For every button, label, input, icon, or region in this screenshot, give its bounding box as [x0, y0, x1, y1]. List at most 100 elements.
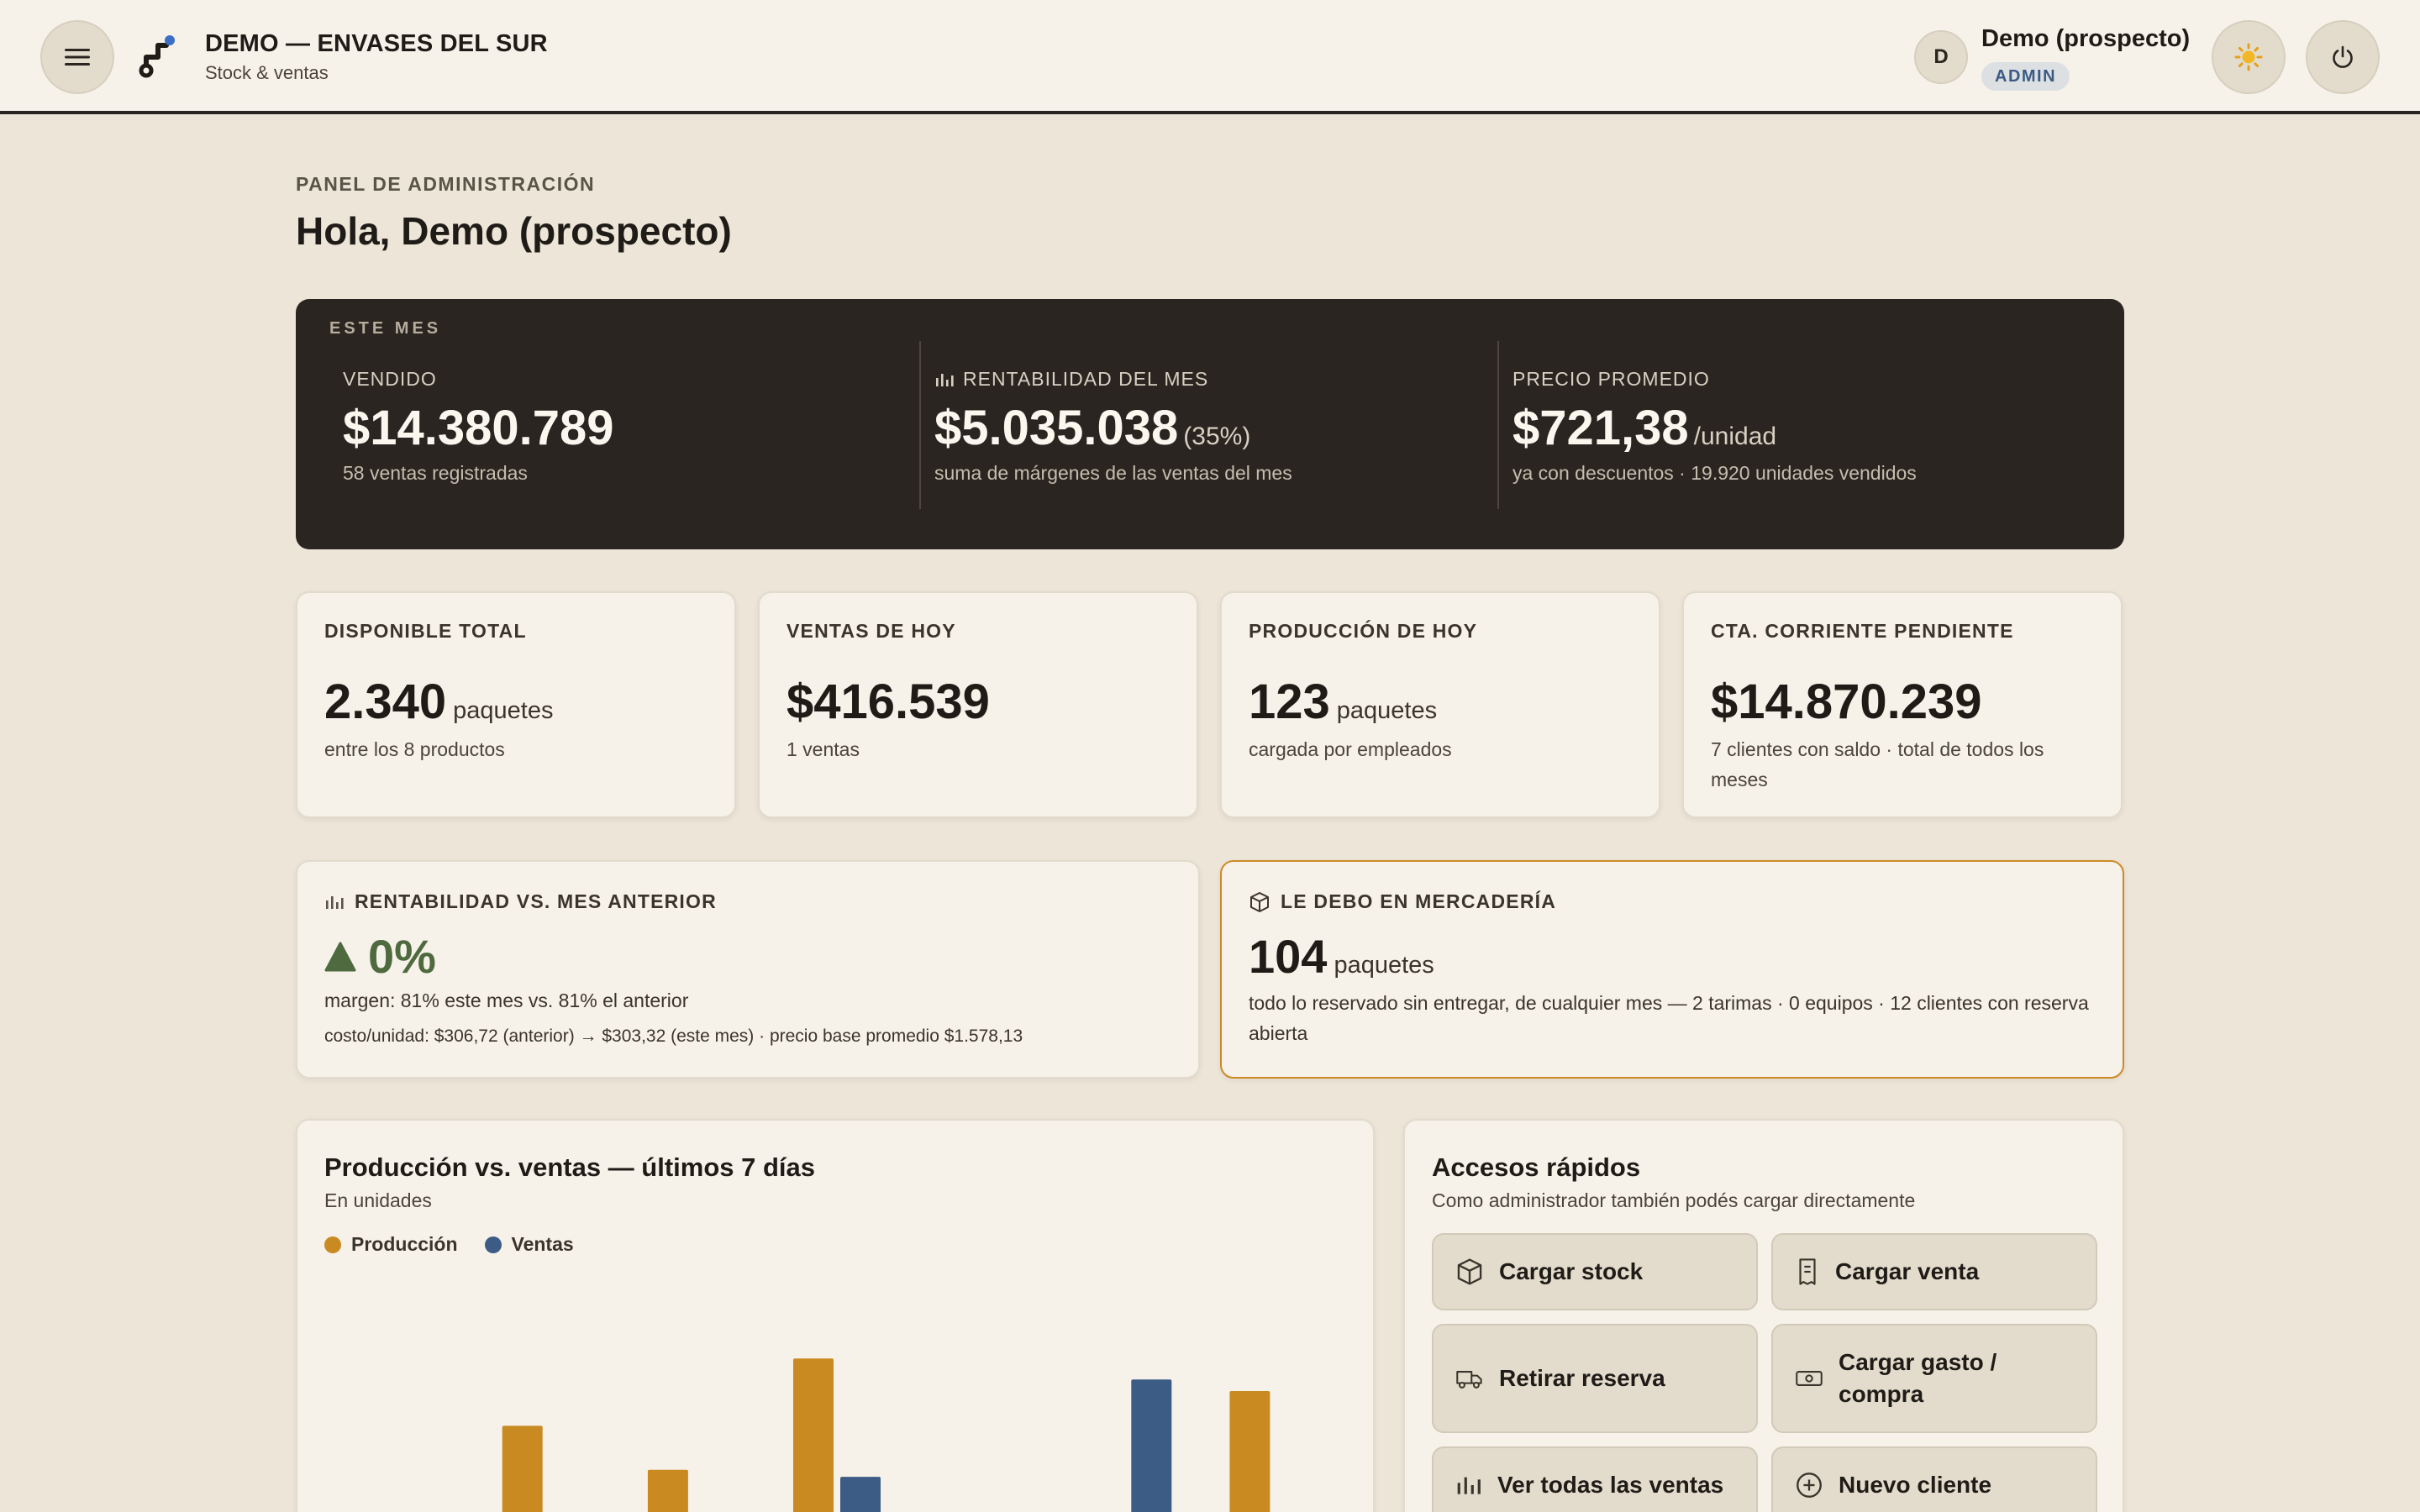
rentability-label: RENTABILIDAD VS. MES ANTERIOR [355, 890, 717, 912]
rentability-cost: costo/unidad: $306,72 (anterior) → $303,… [324, 1026, 1023, 1046]
kpi-sub: 7 clientes con saldo · total de todos lo… [1711, 738, 2044, 790]
button-label: Retirar reserva [1499, 1365, 1665, 1391]
legend-swatch [484, 1236, 502, 1253]
debt-sub: todo lo reservado sin entregar, de cualq… [1249, 992, 2089, 1044]
app-title: DEMO — ENVASES DEL SUR [205, 30, 548, 57]
menu-button[interactable] [40, 20, 114, 94]
sun-icon [2234, 43, 2263, 71]
button-label: Ver todas las ventas [1497, 1472, 1724, 1498]
kpi-label: PRODUCCIÓN DE HOY [1249, 620, 1478, 642]
chart-legend: Producción Ventas [324, 1233, 574, 1256]
divider [1497, 341, 1499, 509]
load-sale-button[interactable]: Cargar venta [1771, 1233, 2097, 1310]
truck-icon [1456, 1371, 1482, 1389]
button-label: Nuevo cliente [1839, 1472, 1992, 1498]
bar-chart-icon [326, 895, 344, 909]
withdraw-reservation-button[interactable]: Retirar reserva [1432, 1324, 1758, 1433]
plus-circle-icon [1797, 1473, 1822, 1498]
kpi-label: CTA. CORRIENTE PENDIENTE [1711, 620, 2014, 642]
month-avg-price-value: $721,38 [1512, 401, 1689, 455]
logo-icon [139, 35, 175, 78]
month-avg-price-stat: PRECIO PROMEDIO $721,38/unidad ya con de… [1512, 341, 2084, 509]
view-all-sales-button[interactable]: Ver todas las ventas [1432, 1446, 1758, 1512]
cash-icon [1796, 1371, 1823, 1386]
page-eyebrow: PANEL DE ADMINISTRACIÓN [296, 173, 596, 195]
bar-production-2[interactable] [647, 1469, 688, 1512]
legend-item-sales[interactable]: Ventas [484, 1233, 574, 1256]
page-title: Hola, Demo (prospecto) [296, 209, 732, 253]
legend-item-production[interactable]: Producción [324, 1233, 458, 1256]
month-profit-pct: (35%) [1183, 423, 1251, 450]
top-bar: DEMO — ENVASES DEL SUR Stock & ventas D … [0, 0, 2420, 114]
bar-sales-5[interactable] [1131, 1379, 1172, 1512]
month-avg-price-sub: ya con descuentos · 19.920 unidades vend… [1512, 462, 1917, 484]
box-icon [1250, 891, 1269, 912]
quick-access-card: Accesos rápidos Como administrador tambi… [1403, 1119, 2124, 1512]
kpi-card-pending-balance: CTA. CORRIENTE PENDIENTE $14.870.239 7 c… [1682, 591, 2123, 818]
chart-subtitle: En unidades [324, 1189, 432, 1211]
month-sold-label: VENDIDO [343, 368, 437, 390]
box-icon [1457, 1258, 1482, 1285]
month-profit-stat: RENTABILIDAD DEL MES $5.035.038 (35%) sum… [934, 341, 1472, 509]
avatar[interactable]: D [1914, 30, 1968, 84]
kpi-unit: paquetes [453, 697, 554, 724]
power-icon [2333, 45, 2353, 68]
bar-sales-3[interactable] [840, 1477, 881, 1512]
kpi-sub: 1 ventas [786, 738, 860, 760]
debt-value: 104 [1249, 930, 1328, 983]
kpi-value: $416.539 [786, 675, 990, 729]
logout-button[interactable] [2306, 20, 2380, 94]
merchandise-debt-card: LE DEBO EN MERCADERÍA 104 paquetes todo l… [1220, 860, 2124, 1079]
bar-production-1[interactable] [502, 1425, 543, 1512]
month-sold-value: $14.380.789 [343, 401, 614, 455]
triangle-up-icon [324, 942, 356, 971]
divider [919, 341, 921, 509]
new-client-button[interactable]: Nuevo cliente [1771, 1446, 2097, 1512]
app-subtitle: Stock & ventas [205, 62, 329, 83]
debt-unit: paquetes [1334, 952, 1434, 979]
user-name: Demo (prospecto) [1981, 25, 2191, 52]
kpi-label: DISPONIBLE TOTAL [324, 620, 527, 642]
debt-label: LE DEBO EN MERCADERÍA [1281, 890, 1557, 912]
role-badge: ADMIN [1981, 62, 2070, 91]
legend-swatch [324, 1236, 341, 1253]
kpi-value: 2.340 [324, 675, 447, 729]
load-stock-button[interactable]: Cargar stock [1432, 1233, 1758, 1310]
month-profit-label: RENTABILIDAD DEL MES [963, 368, 1209, 390]
month-avg-price-label: PRECIO PROMEDIO [1512, 368, 1710, 390]
chart-plot [502, 1358, 1270, 1512]
month-sold-stat: VENDIDO $14.380.789 58 ventas registrada… [343, 341, 881, 509]
quick-access-subtitle: Como administrador también podés cargar … [1432, 1189, 1916, 1211]
quick-access-title: Accesos rápidos [1432, 1152, 1641, 1182]
kpi-value: 123 [1249, 675, 1330, 729]
month-profit-sub: suma de márgenes de las ventas del mes [934, 462, 1292, 484]
legend-label: Ventas [511, 1233, 574, 1255]
button-label: Cargar gasto / compra [1839, 1349, 1997, 1407]
month-label: ESTE MES [329, 319, 442, 338]
button-label: Cargar stock [1499, 1258, 1644, 1284]
legend-label: Producción [351, 1233, 458, 1255]
bar-production-3[interactable] [793, 1358, 834, 1512]
button-label: Cargar venta [1835, 1258, 1980, 1284]
production-vs-sales-chart-card: Producción vs. ventas — últimos 7 días E… [296, 1119, 1375, 1512]
bar-chart-icon [936, 373, 954, 386]
chart-title: Producción vs. ventas — últimos 7 días [324, 1152, 816, 1182]
kpi-card-sales-today: VENTAS DE HOY $416.539 1 ventas [758, 591, 1198, 818]
month-summary-card: ESTE MES VENDIDO $14.380.789 58 ventas r… [296, 299, 2124, 549]
receipt-icon [1799, 1258, 1816, 1285]
kpi-sub: cargada por empleados [1249, 738, 1452, 760]
rentability-value: 0% [368, 930, 436, 983]
bar-production-6[interactable] [1229, 1391, 1270, 1512]
kpi-unit: paquetes [1336, 697, 1438, 724]
kpi-card-production-today: PRODUCCIÓN DE HOY 123 paquetes cargada po… [1220, 591, 1660, 818]
rentability-margin: margen: 81% este mes vs. 81% el anterior [324, 990, 689, 1011]
load-expense-button[interactable]: Cargar gasto / compra [1771, 1324, 2097, 1433]
month-avg-price-unit: /unidad [1693, 423, 1777, 450]
kpi-card-available: DISPONIBLE TOTAL 2.340 paquetes entre los… [296, 591, 736, 818]
theme-toggle-button[interactable] [2212, 20, 2286, 94]
kpi-sub: entre los 8 productos [324, 738, 505, 760]
month-sold-sub: 58 ventas registradas [343, 462, 528, 484]
month-profit-value: $5.035.038 [934, 401, 1179, 455]
kpi-label: VENTAS DE HOY [786, 620, 956, 642]
bar-chart-icon [1457, 1477, 1481, 1494]
